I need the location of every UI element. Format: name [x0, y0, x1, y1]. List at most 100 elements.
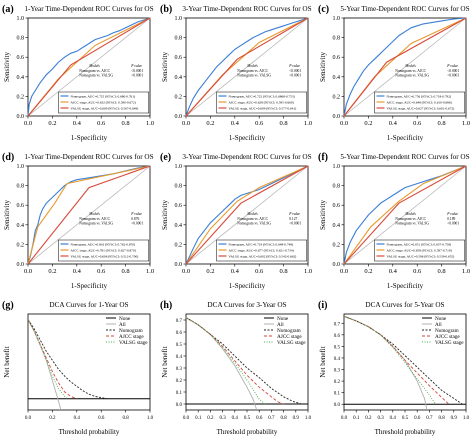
- x-tick-label: 0.4: [232, 416, 239, 421]
- y-axis-label: Sensitivity: [161, 200, 169, 230]
- x-tick-label: 0.8: [280, 268, 288, 275]
- x-axis-label: 1-Specificity: [387, 282, 424, 290]
- plot-frame: [343, 165, 467, 265]
- y-tick-label: 0.4: [175, 223, 183, 229]
- table-row-model: Nomogram vs. AJCC: [79, 217, 110, 221]
- x-tick-label: 0.0: [340, 120, 348, 127]
- y-axis-label: Sensitivity: [161, 52, 169, 82]
- roc-line-valsg: [343, 165, 467, 265]
- table-row-model: Nomogram vs. VALSG: [237, 222, 271, 226]
- table-row-model: Nomogram vs. AJCC: [395, 217, 426, 221]
- roc-line-nomogram: [185, 17, 309, 117]
- table-row-pvalue: 0.189: [447, 217, 455, 221]
- x-axis-label: 1-Specificity: [71, 134, 108, 142]
- x-tick-label: 0.8: [280, 416, 287, 421]
- roc-line-valsg: [27, 17, 151, 117]
- x-tick-label: 1.0: [147, 416, 154, 421]
- y-tick-label: 0.0: [17, 114, 25, 120]
- x-tick-label: 0.3: [219, 416, 226, 421]
- x-tick-label: 0.0: [24, 268, 32, 275]
- plot-frame: [185, 165, 309, 265]
- x-tick-label: 0.4: [390, 416, 397, 421]
- table-row-pvalue: <0.0001: [289, 222, 301, 226]
- legend-label: All: [435, 322, 442, 328]
- dca-line-nomogram_dca: [28, 319, 108, 400]
- chart-title: DCA Curves for 3-Year OS: [207, 301, 286, 309]
- x-tick-label: 0.0: [24, 120, 32, 127]
- x-tick-label: 0.7: [426, 416, 433, 421]
- table-header-models: Models: [246, 212, 258, 216]
- x-tick-label: 0.6: [98, 416, 105, 421]
- x-tick-label: 0.2: [206, 268, 214, 275]
- y-tick-label: 0.0: [175, 114, 183, 120]
- y-tick-label: 0.2: [175, 242, 183, 248]
- roc-line-nomogram: [343, 165, 467, 265]
- y-tick-label: 0.2: [333, 242, 341, 248]
- x-tick-label: 0.6: [97, 268, 106, 275]
- panel-label: (g): [2, 300, 14, 311]
- y-tick-label: 0.7: [334, 322, 341, 327]
- y-tick-label: 0.1: [176, 391, 183, 396]
- legend-box: [374, 239, 466, 262]
- x-tick-label: 0.6: [413, 120, 422, 127]
- x-tick-label: 0.0: [183, 416, 190, 421]
- legend-label: AJCC stage, AUC=0.628 (95%CI: 0.595-0.66…: [229, 101, 294, 106]
- x-tick-label: 1.0: [304, 120, 312, 127]
- legend-label: Nomogram: [435, 328, 459, 334]
- roc-line-valsg: [185, 165, 309, 265]
- panel-label: (b): [160, 4, 172, 15]
- x-tick-label: 0.4: [73, 120, 82, 127]
- x-tick-label: 0.0: [182, 120, 190, 127]
- legend-label: AJCC stage: [119, 334, 144, 340]
- x-axis-label: Threshold probability: [59, 428, 120, 436]
- y-tick-label: 0.6: [17, 203, 25, 209]
- chart-title: 1-Year Time-Dependent ROC Curves for OS: [24, 5, 153, 13]
- dca-line-valsg_dca: [28, 319, 68, 400]
- legend-label: VALSG stage, AUC=0.596 (95%CI: 0.539-0.6…: [387, 255, 455, 260]
- table-row-model: Nomogram vs. AJCC: [395, 69, 426, 73]
- x-axis-label: 1-Specificity: [387, 134, 424, 142]
- x-tick-label: 0.0: [25, 416, 32, 421]
- legend-label: Nomogram: [119, 328, 143, 334]
- x-axis-label: Threshold probability: [375, 428, 436, 436]
- x-tick-label: 0.8: [438, 268, 446, 275]
- reference-diagonal: [27, 17, 151, 117]
- x-tick-label: 0.6: [255, 268, 264, 275]
- table-row-pvalue: <0.0001: [289, 74, 301, 78]
- x-tick-label: 0.2: [207, 416, 214, 421]
- legend-box: [58, 239, 150, 262]
- legend-label: Nomogram, AUC=0.725 (95%CI: 0.680-0.761): [71, 95, 136, 100]
- table-row-model: Nomogram vs. AJCC: [237, 69, 268, 73]
- x-axis-label: 1-Specificity: [71, 282, 108, 290]
- dca-line-ajcc_dca: [344, 315, 450, 405]
- legend-label: Nomogram, AUC=0.722 (95%CI: 0.6868-0.753…: [229, 95, 295, 100]
- table-row-pvalue: <0.0001: [131, 222, 143, 226]
- y-tick-label: 0.6: [333, 55, 341, 61]
- y-tick-label: 1.0: [17, 164, 25, 170]
- dca-line-all: [186, 317, 258, 410]
- x-tick-label: 0.7: [268, 416, 275, 421]
- legend-label: VALSG stage, AUC=0.606 (95%CI: 0.512-0.7…: [71, 255, 139, 260]
- table-row-pvalue: <0.0001: [447, 74, 459, 78]
- legend-box: [58, 91, 150, 114]
- y-axis-label: Net benefit: [3, 346, 11, 377]
- x-tick-label: 0.8: [438, 120, 446, 127]
- table-header-pvalue: P value: [446, 212, 458, 216]
- reference-diagonal: [27, 165, 151, 265]
- chart-title: 3-Year Time-Dependent ROC Curves for OS: [182, 153, 311, 161]
- legend-label: Nomogram, AUC=0.816 (95%CI: 0.762-0.870): [71, 243, 136, 248]
- x-tick-label: 0.4: [73, 268, 82, 275]
- panel-f: (f) 5-Year Time-Dependent ROC Curves for …: [318, 152, 470, 290]
- y-tick-label: 0.8: [17, 184, 25, 190]
- legend-label: VALSG stage, AUC=0.602 (95%CI: 0.542-0.6…: [229, 255, 297, 260]
- y-tick-label: 0.2: [333, 94, 341, 100]
- y-tick-label: 0.3: [334, 369, 341, 374]
- chart-title: 3-Year Time-Dependent ROC Curves for OS: [182, 5, 311, 13]
- table-row-model: Nomogram vs. VALSG: [79, 74, 113, 78]
- x-axis-label: 1-Specificity: [229, 134, 266, 142]
- y-tick-label: 0.2: [176, 379, 183, 384]
- y-tick-label: 1.0: [175, 164, 183, 170]
- x-tick-label: 0.0: [341, 416, 348, 421]
- plot-frame: [185, 17, 309, 117]
- legend-label: VALSG stage, AUC=0.609 (95%CI: 0.577-0.6…: [229, 107, 297, 112]
